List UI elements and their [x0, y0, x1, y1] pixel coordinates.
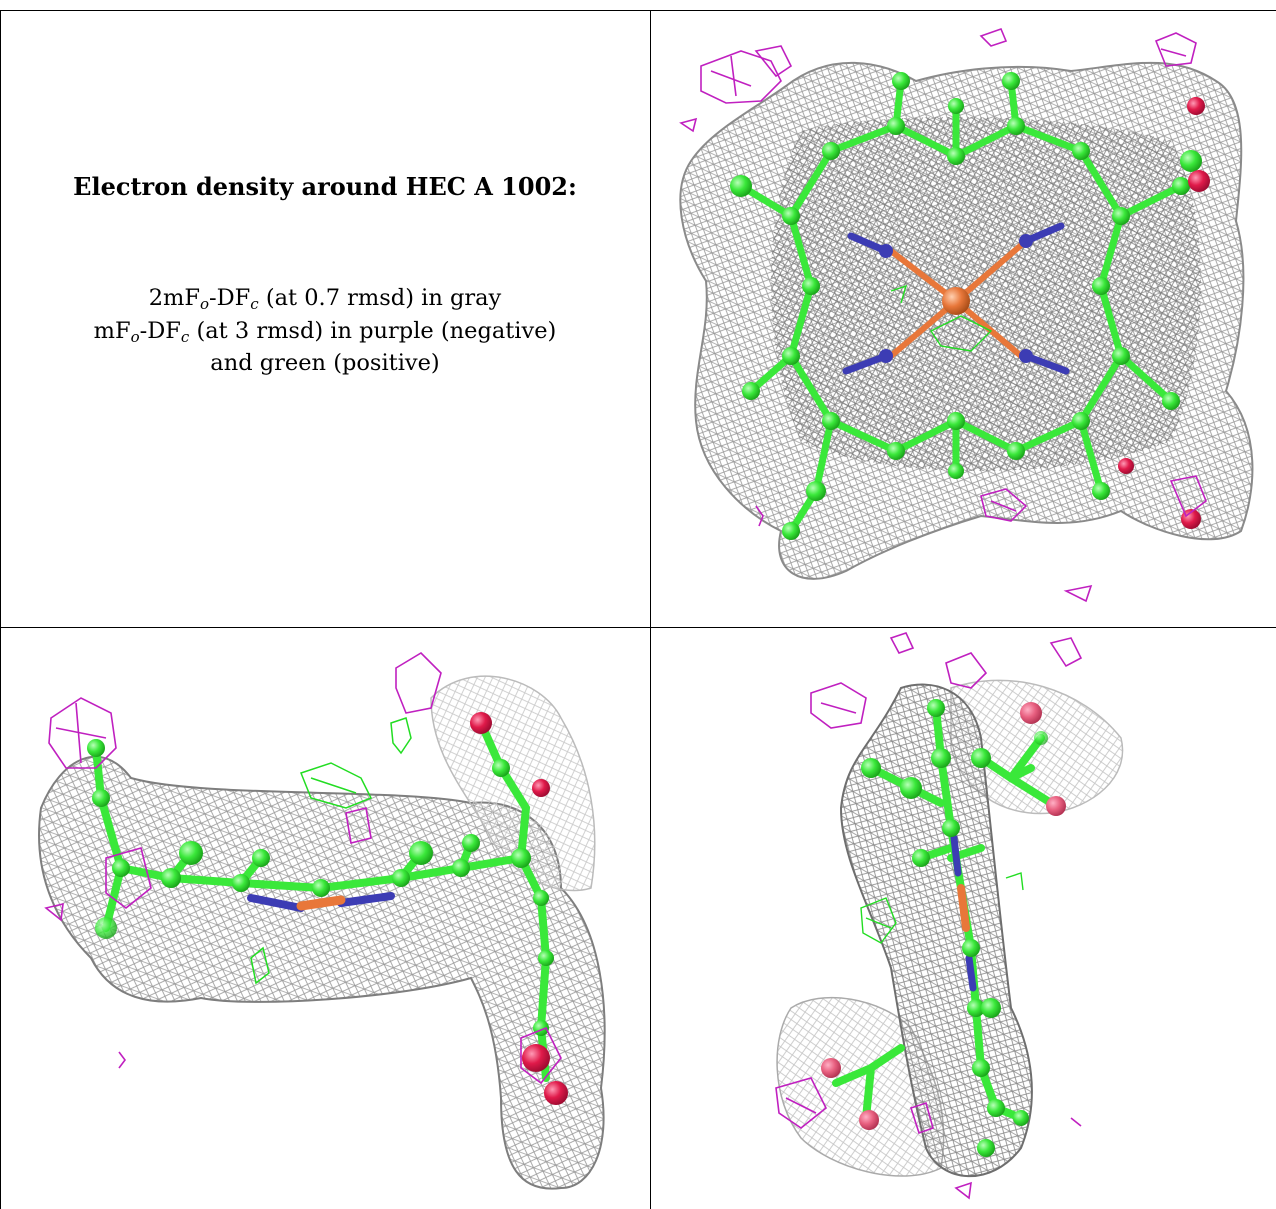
caption-text: -DF — [139, 318, 181, 344]
caption-subscript: o — [130, 328, 140, 346]
caption-text: (at 0.7 rmsd) in gray — [258, 285, 502, 311]
heme-side-view-image — [38, 651, 606, 1190]
table-border-left — [0, 10, 1, 1209]
table-border-middle-vertical — [650, 10, 651, 1209]
table-border-top — [0, 10, 1276, 11]
table-border-middle-horizontal — [0, 627, 1276, 628]
caption-line-positive: and green (positive) — [210, 350, 440, 376]
caption-subscript: c — [250, 295, 259, 313]
caption-text: 2mF — [148, 285, 200, 311]
caption-title: Electron density around HEC A 1002: — [73, 172, 577, 201]
heme-end-view-image — [775, 632, 1124, 1200]
heme-top-view-image — [679, 27, 1254, 603]
density-panel-side-view — [1, 628, 650, 1209]
caption-line-gray-map: 2mFo-DFc (at 0.7 rmsd) in gray — [0, 285, 650, 313]
density-panel-top-view — [651, 11, 1276, 627]
caption-subscript: c — [180, 328, 190, 346]
caption-line-difference-map: mFo-DFc (at 3 rmsd) in purple (negative) — [0, 318, 650, 346]
caption-text: mF — [93, 318, 131, 344]
caption-subscript: o — [199, 295, 210, 313]
caption-text: (at 3 rmsd) in purple (negative) — [189, 318, 557, 344]
density-panel-end-view — [651, 628, 1276, 1209]
caption-cell: Electron density around HEC A 1002: 2mFo… — [0, 0, 650, 627]
caption-text: -DF — [209, 285, 251, 311]
